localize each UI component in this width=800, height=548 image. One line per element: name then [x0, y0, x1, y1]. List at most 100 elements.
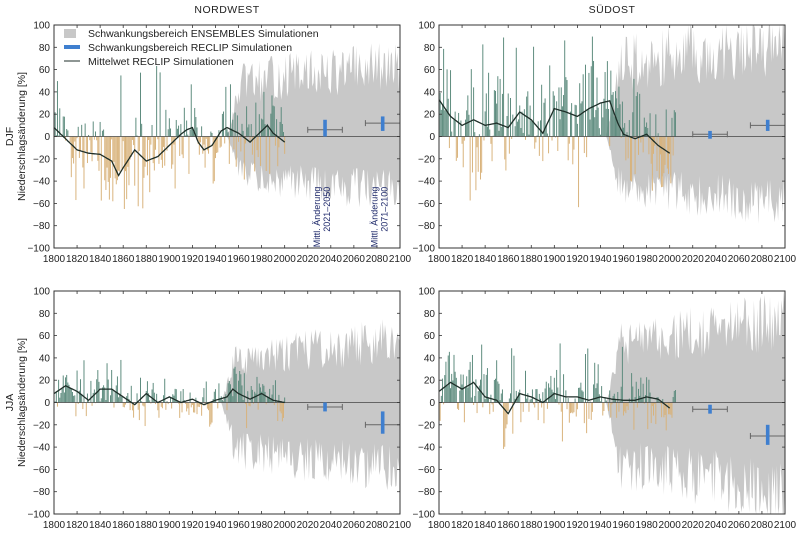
observation-bar: [534, 136, 536, 149]
observation-bar: [148, 393, 150, 403]
observation-bar: [136, 135, 138, 137]
observation-bar: [665, 402, 667, 431]
observation-bar: [160, 402, 162, 407]
reclip-range-bar: [380, 411, 385, 434]
observation-bar: [241, 123, 243, 137]
observation-bar: [552, 91, 554, 137]
observation-bar: [661, 402, 663, 418]
y-tick-label: 80: [39, 43, 51, 54]
observation-bar: [583, 402, 585, 424]
observation-bar: [670, 402, 672, 415]
observation-bar: [232, 119, 234, 137]
observation-bar: [484, 111, 486, 137]
observation-bar: [249, 136, 251, 141]
y-tick-label: 60: [424, 331, 436, 342]
observation-bar: [497, 381, 499, 403]
x-tick-label: 2100: [389, 520, 412, 531]
observation-bar: [518, 119, 520, 137]
x-tick-label: 1840: [474, 520, 497, 531]
observation-bar: [148, 136, 150, 141]
observation-bar: [175, 119, 177, 137]
observation-bar: [211, 402, 213, 423]
observation-bar: [500, 393, 502, 403]
x-tick-label: 2100: [774, 254, 797, 265]
observation-bar: [221, 400, 223, 403]
observation-bar: [518, 392, 520, 403]
observation-bar: [662, 136, 664, 187]
observation-bar: [672, 136, 674, 156]
observation-bar: [608, 402, 610, 411]
observation-bar: [674, 112, 676, 137]
y-axis: 100 80 60 40 20 0 −20 −40 −60 −80 −100: [412, 21, 785, 255]
observation-bar: [55, 391, 57, 403]
y-tick-label: 60: [39, 65, 51, 76]
observation-bar: [439, 92, 441, 137]
observation-bar: [508, 398, 510, 403]
x-tick-label: 1900: [158, 254, 181, 265]
observation-bar: [620, 136, 622, 138]
observation-bar: [440, 395, 442, 403]
observation-bar: [88, 401, 90, 403]
observation-bar: [537, 402, 539, 421]
observation-bar: [584, 354, 586, 403]
observation-bar: [446, 385, 448, 403]
observation-bar: [107, 379, 109, 403]
observation-bar: [112, 136, 114, 202]
x-tick-label: 1960: [612, 254, 635, 265]
observation-bar: [570, 111, 571, 137]
y-tick-label: −80: [418, 221, 435, 232]
observation-bar: [476, 402, 478, 414]
observation-bar: [555, 399, 556, 403]
observation-bar: [526, 398, 528, 403]
observation-bar: [471, 354, 473, 403]
observation-bar: [216, 136, 218, 153]
observation-bar: [256, 376, 258, 403]
observation-bar: [530, 121, 532, 137]
observation-bar: [113, 136, 115, 162]
observation-bar: [103, 129, 105, 137]
observation-bar: [238, 380, 240, 403]
observation-bar: [213, 136, 215, 182]
observation-bar: [503, 402, 505, 449]
observation-bar: [465, 387, 467, 403]
observation-bar: [256, 136, 258, 151]
observation-bar: [247, 127, 249, 137]
observation-bar: [497, 76, 499, 137]
chart-panel-jja-nw: 1800 1820 1840 1860 1880 1900 1920 1940 1960 1980…: [4, 287, 412, 532]
observation-bar: [65, 377, 67, 403]
observation-bar: [593, 60, 595, 137]
observation-bar: [491, 402, 493, 405]
observation-bar: [501, 93, 503, 137]
observation-bar: [279, 402, 281, 412]
observation-bar: [194, 402, 196, 413]
observation-bar: [70, 389, 72, 403]
observation-bar: [495, 378, 496, 403]
observation-bar: [270, 113, 272, 137]
observation-bar: [650, 402, 652, 424]
observation-bar: [205, 381, 207, 403]
observation-bar: [91, 136, 93, 162]
observation-bar: [490, 136, 492, 144]
observation-bar: [210, 131, 212, 137]
x-tick-label: 2080: [366, 254, 389, 265]
x-tick-label: 2080: [366, 520, 389, 531]
observation-bar: [455, 377, 457, 403]
observation-bar: [496, 360, 498, 403]
observation-bar: [617, 391, 619, 403]
observation-bar: [495, 90, 496, 137]
observation-bar: [277, 136, 279, 167]
observation-bar: [655, 114, 657, 137]
observation-bar: [280, 402, 282, 414]
observation-bar: [455, 136, 457, 161]
observation-bar: [534, 402, 536, 408]
observation-bar: [105, 136, 107, 190]
observation-bar: [559, 119, 561, 137]
observation-bar: [243, 373, 245, 403]
observation-bar: [67, 382, 69, 403]
reclip-marker-2035: [692, 130, 728, 139]
observation-bar: [263, 91, 265, 137]
observation-bar: [461, 384, 463, 403]
observation-bar: [594, 117, 596, 137]
observation-bar: [217, 402, 219, 409]
y-tick-label: −100: [27, 510, 50, 521]
